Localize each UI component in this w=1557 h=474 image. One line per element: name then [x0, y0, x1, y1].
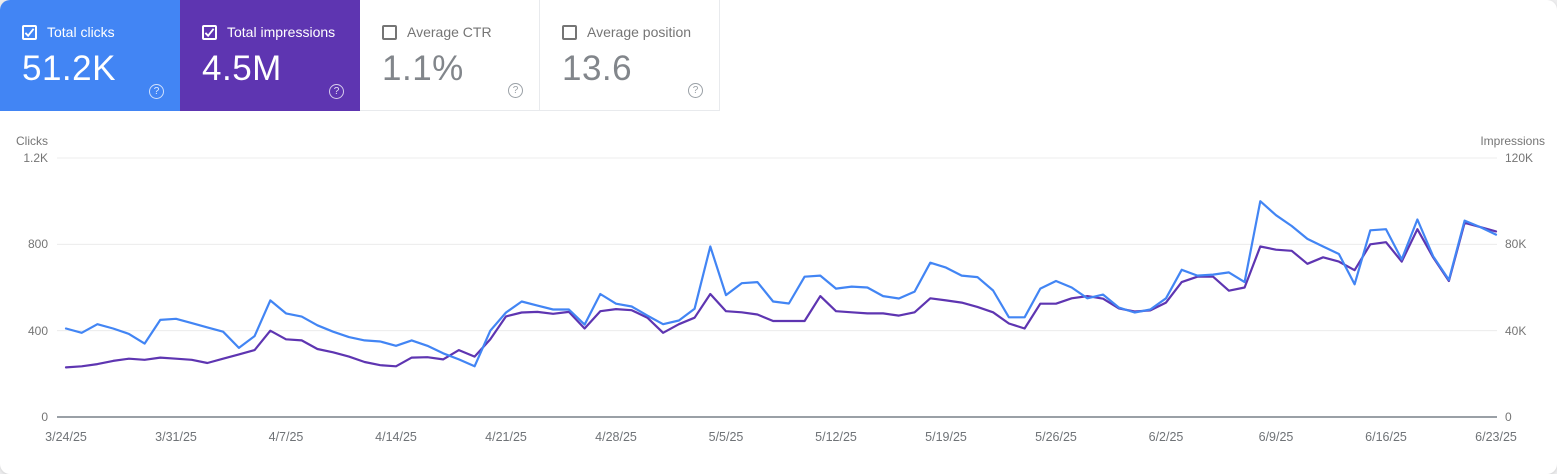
card-label: Average position [587, 24, 692, 40]
checkmark-icon [24, 27, 35, 37]
help-icon[interactable]: ? [508, 83, 523, 98]
left-axis-tick-label: 800 [27, 237, 48, 252]
x-axis-date-label: 6/23/25 [1475, 430, 1517, 444]
card-average-ctr[interactable]: Average CTR 1.1% ? [360, 0, 540, 111]
average-ctr-checkbox[interactable] [382, 24, 397, 40]
right-axis-tick-label: 40K [1505, 323, 1527, 338]
total-impressions-value: 4.5M [202, 49, 282, 88]
x-axis-date-label: 4/14/25 [375, 430, 417, 444]
card-total-impressions[interactable]: Total impressions 4.5M ? [180, 0, 360, 111]
x-axis-date-label: 3/31/25 [155, 430, 197, 444]
help-icon[interactable]: ? [329, 84, 344, 99]
total-clicks-checkbox[interactable] [22, 24, 37, 40]
right-axis-title: Impressions [1480, 134, 1545, 148]
x-axis-date-label: 3/24/25 [45, 430, 87, 444]
average-position-checkbox[interactable] [562, 24, 577, 40]
x-axis-date-label: 6/9/25 [1258, 430, 1294, 444]
help-icon[interactable]: ? [149, 84, 164, 99]
x-axis-date-label: 4/21/25 [485, 430, 527, 444]
card-average-position[interactable]: Average position 13.6 ? [540, 0, 720, 111]
x-axis-date-label: 5/19/25 [925, 430, 967, 444]
card-label: Total clicks [47, 24, 115, 40]
left-axis-tick-label: 400 [27, 323, 48, 338]
performance-line-chart[interactable]: Clicks Impressions 1.2K 800 400 0 120K 80K 40K… [0, 111, 1557, 474]
impressions-line [64, 221, 1498, 369]
x-axis-date-label: 5/26/25 [1035, 430, 1077, 444]
total-clicks-value: 51.2K [22, 49, 116, 88]
metric-cards-row: Total clicks 51.2K ? Total impressions 4… [0, 0, 720, 111]
average-position-value: 13.6 [562, 49, 633, 88]
x-axis-date-label: 4/7/25 [268, 430, 304, 444]
clicks-line [64, 200, 1498, 368]
right-axis-tick-label: 120K [1505, 151, 1534, 165]
right-axis-tick-label: 80K [1505, 237, 1527, 252]
card-label: Average CTR [407, 24, 492, 40]
card-label: Total impressions [227, 24, 336, 40]
left-axis-tick-label: 0 [41, 410, 48, 424]
average-ctr-value: 1.1% [382, 49, 464, 88]
right-axis-tick-label: 0 [1505, 410, 1512, 424]
chart-canvas [57, 157, 1498, 418]
x-axis-date-label: 5/12/25 [815, 430, 857, 444]
help-icon[interactable]: ? [688, 83, 703, 98]
x-axis-date-label: 6/2/25 [1148, 430, 1184, 444]
x-axis-date-label: 4/28/25 [595, 430, 637, 444]
card-total-clicks[interactable]: Total clicks 51.2K ? [0, 0, 180, 111]
x-axis-date-label: 5/5/25 [708, 430, 744, 444]
left-axis-title: Clicks [16, 134, 48, 148]
checkmark-icon [204, 27, 215, 37]
x-axis-date-label: 6/16/25 [1365, 430, 1407, 444]
left-axis-tick-label: 1.2K [23, 151, 48, 165]
total-impressions-checkbox[interactable] [202, 24, 217, 40]
